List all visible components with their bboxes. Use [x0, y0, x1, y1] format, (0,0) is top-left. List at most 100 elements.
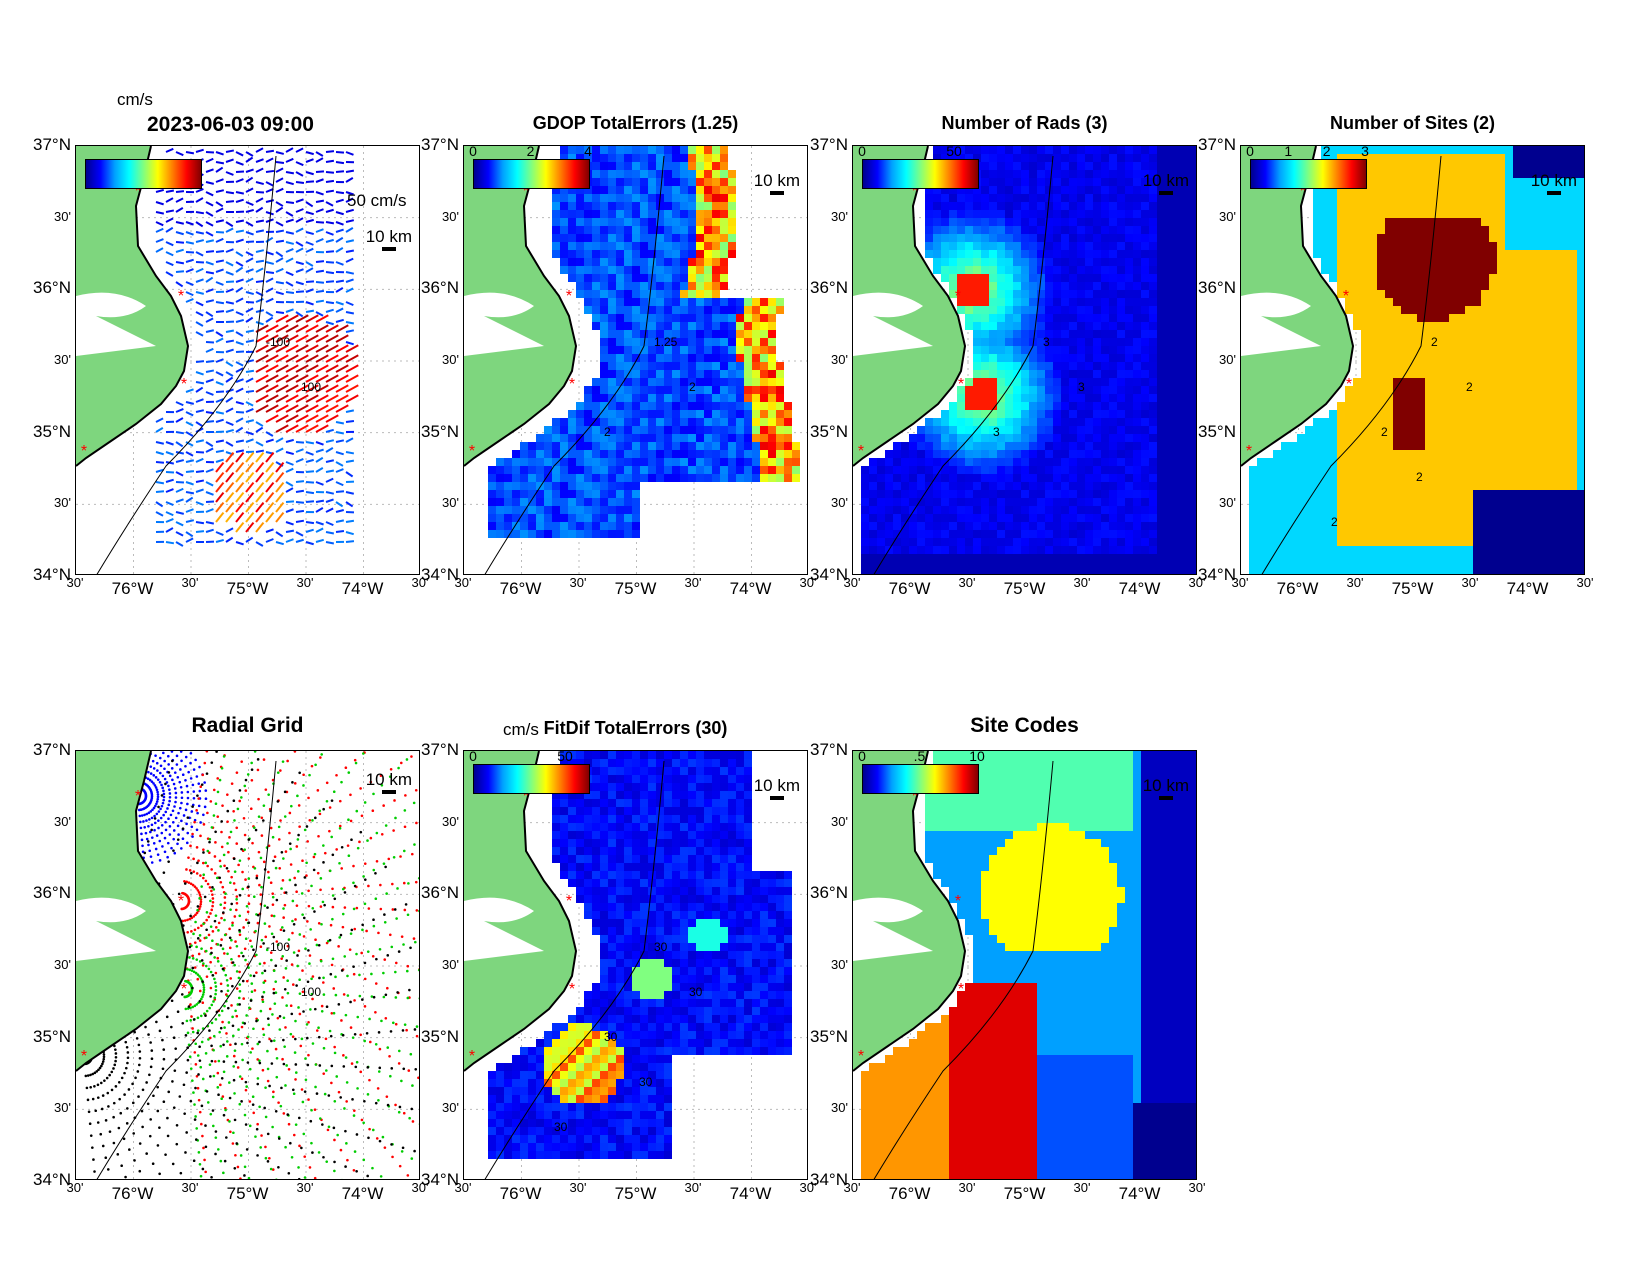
site-marker: *: [81, 443, 87, 460]
lon-tick-label: 30': [799, 1180, 817, 1195]
lat-tick-label: 30': [54, 957, 71, 972]
colorbar-ticks: 0 50: [463, 748, 808, 764]
site-marker: *: [958, 376, 964, 393]
scale-bar-label: 10 km: [1142, 171, 1189, 190]
lon-tick-label: 76°W: [499, 579, 542, 598]
lon-tick-label: 74°W: [341, 1184, 384, 1203]
site-marker: *: [135, 183, 141, 200]
map-axes: * * * * 1.25 2 2: [463, 145, 808, 575]
site-marker: *: [566, 288, 572, 305]
lat-tick-label: 30': [54, 1100, 71, 1116]
lon-tick-label: 30': [958, 1180, 976, 1195]
site-marker: *: [181, 981, 187, 998]
lon-tick-label: 76°W: [111, 1184, 154, 1203]
contour-label: 2: [689, 380, 696, 394]
scale-bar: 10 km: [1143, 171, 1189, 195]
isobath-contour: [873, 760, 1054, 1179]
site-marker: *: [1246, 443, 1252, 460]
map-panel-p4: * * * * 2 2 2 2 2 0 1 2 3 Number of Sites (2) 10 km 37°…: [1198, 113, 1593, 598]
contour-label: -100: [266, 940, 290, 954]
lat-tick-label: 30': [442, 1100, 459, 1116]
colorbar-tick: 4: [584, 143, 592, 159]
contour-label: 100: [301, 380, 321, 394]
colorbar-tick: 0: [469, 143, 477, 159]
map-panel-p6: * * * * 30 30 30 30 30 0 50 FitDif TotalErrors (30)…: [421, 718, 816, 1203]
colorbar-tick: 0: [858, 748, 866, 764]
lat-tick-label: 30': [1219, 495, 1236, 511]
site-marker: *: [566, 893, 572, 910]
coastline: [76, 146, 190, 467]
site-marker: *: [569, 376, 575, 393]
contour-label: 30: [639, 1075, 653, 1089]
lat-tick-label: 30': [831, 813, 848, 829]
scale-bar: 10 km: [366, 227, 412, 251]
coastline: [76, 751, 190, 1072]
site-marker: *: [955, 288, 961, 305]
contour-label: 3: [1043, 335, 1050, 349]
lon-tick-label: 75°W: [614, 1184, 657, 1203]
colorbar: [862, 764, 979, 794]
map-axes: * * * *: [852, 750, 1197, 1180]
lon-tick-label: 30': [569, 575, 587, 590]
lon-tick-label: 30': [1346, 575, 1364, 590]
lat-tick-label: 30': [831, 208, 848, 224]
scale-bar: 10 km: [754, 171, 800, 195]
lat-tick-label: 34°N: [421, 565, 459, 584]
map-svg: * * * *: [853, 751, 1196, 1179]
coastline: [853, 751, 967, 1072]
contour-label: -100: [266, 335, 290, 349]
lon-tick-label: 75°W: [1003, 579, 1046, 598]
lat-tick-label: 30': [1219, 352, 1236, 367]
colorbar-tick: 10: [969, 748, 985, 764]
lat-tick-label: 30': [54, 208, 71, 224]
lon-tick-label: 76°W: [888, 579, 931, 598]
site-marker: *: [1343, 288, 1349, 305]
lon-tick-label: 30': [1073, 1180, 1091, 1195]
lat-tick-label: 36°N: [810, 883, 848, 903]
isobath-contour: [484, 155, 665, 574]
lon-tick-label: 30': [66, 1180, 84, 1195]
colorbar: [1250, 159, 1367, 189]
lon-tick-label: 30': [958, 575, 976, 590]
lon-tick-label: 30': [843, 1180, 861, 1195]
lon-tick-label: 30': [296, 1180, 314, 1195]
site-marker: *: [178, 893, 184, 910]
colorbar-ticks: 0 2 4: [463, 143, 808, 159]
lat-tick-label: 37°N: [810, 135, 848, 154]
map-panel-p1: * * * * -100 100 2023-06-03 09:00 cm/s 50 cm/s 10…: [33, 90, 428, 598]
lat-tick-label: 30': [54, 352, 71, 367]
map-panel-p7: * * * * 0 .5 10 Site Codes 10 km 37°N 30' 36°N 30' 35…: [810, 714, 1205, 1203]
lat-tick-label: 30': [1219, 208, 1236, 224]
map-svg: * * * * -100 100: [76, 751, 419, 1179]
map-axes: * * * * -100 100: [75, 750, 420, 1180]
colorbar-tick: 1: [1284, 143, 1293, 159]
site-marker: *: [1346, 376, 1352, 393]
lat-tick-label: 30': [831, 957, 848, 972]
lon-tick-label: 76°W: [1276, 579, 1319, 598]
lat-tick-label: 30': [442, 208, 459, 224]
field-layer: [861, 146, 1196, 574]
panel-title: Number of Rads (3): [941, 113, 1108, 133]
timestamp: 2023-06-03 09:00: [147, 113, 314, 136]
site-marker: *: [523, 183, 529, 200]
contour-label: 30: [689, 985, 703, 999]
site-marker: *: [81, 1048, 87, 1065]
lat-tick-label: 36°N: [33, 278, 71, 298]
lat-tick-label: 30': [831, 352, 848, 367]
lon-tick-label: 76°W: [888, 1184, 931, 1203]
colorbar-tick: 3: [1361, 143, 1369, 159]
field-layer: [84, 751, 419, 1179]
lon-tick-label: 76°W: [111, 579, 154, 598]
site-marker: *: [181, 376, 187, 393]
lat-tick-label: 34°N: [1198, 565, 1236, 584]
colorbar-tick: 0: [858, 143, 866, 159]
colorbar: [473, 159, 590, 189]
lat-tick-label: 37°N: [33, 740, 71, 759]
lon-tick-label: 30': [684, 1180, 702, 1195]
field-layer: [1249, 146, 1584, 574]
field-layer: [488, 751, 792, 1159]
site-marker: *: [135, 788, 141, 805]
lon-tick-label: 30': [569, 1180, 587, 1195]
lon-tick-label: 75°W: [1391, 579, 1434, 598]
unit-label: cm/s: [503, 720, 539, 739]
